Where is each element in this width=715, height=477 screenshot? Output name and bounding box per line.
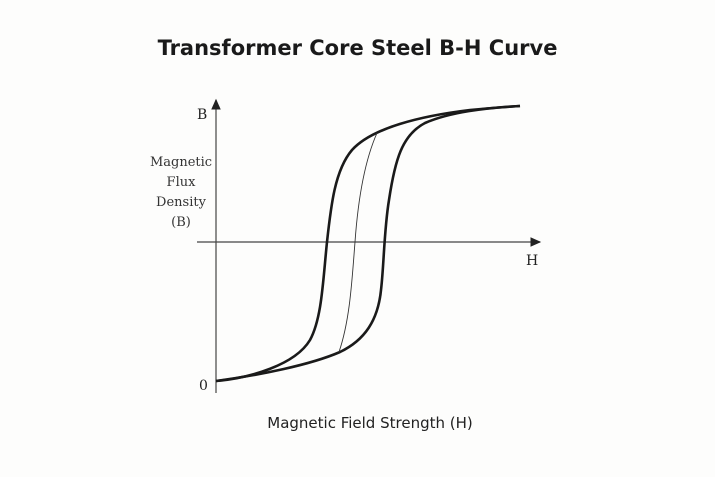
y-label-line-2: Flux — [167, 175, 197, 190]
origin-label: 0 — [199, 378, 208, 394]
ascending-branch — [215, 104, 521, 383]
x-axis-letter: H — [526, 253, 538, 269]
x-axis-label: Magnetic Field Strength (H) — [267, 414, 472, 432]
chart-title: Transformer Core Steel B-H Curve — [157, 36, 558, 60]
y-label-line-4: (B) — [171, 215, 191, 230]
y-label-line-3: Density — [156, 195, 207, 210]
initial-magnetization-curve — [338, 132, 378, 353]
y-label-line-1: Magnetic — [150, 155, 212, 170]
y-axis-letter: B — [197, 107, 207, 123]
descending-branch — [215, 104, 521, 383]
